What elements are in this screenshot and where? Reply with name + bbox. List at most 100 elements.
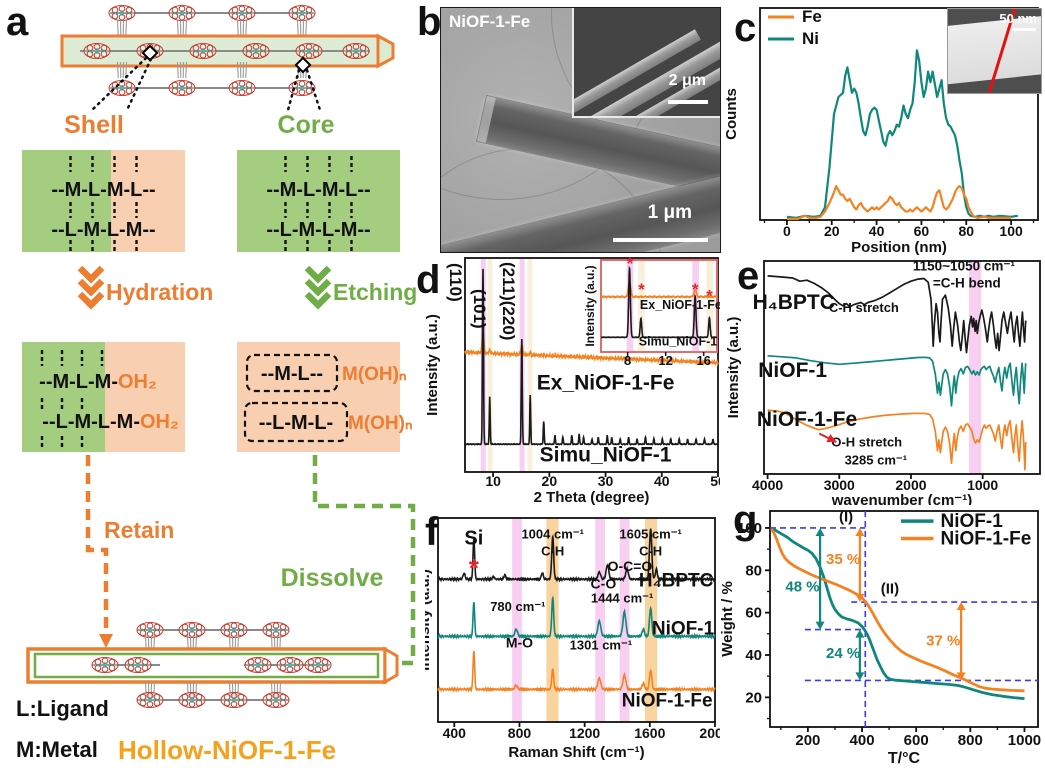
shell-marker — [141, 44, 159, 62]
legend-label: Ni — [802, 29, 819, 48]
main-scalebar — [613, 237, 708, 242]
y-axis-label: Intensity (a.u.) — [425, 314, 441, 416]
panel-a-schematic: Shell Core --M-L-M-L-- --L-M-L-M-- --M-L… — [16, 4, 417, 765]
highlight-band — [546, 518, 559, 722]
path-shape — [69, 156, 138, 172]
hydrated-lattice-box: --M-L-M- OH₂ --L-M-L-M- OH₂ — [22, 342, 185, 452]
tga-chart: 200 400 600 800 1000 20 40 60 80 100 T/°C Weight / … — [719, 509, 1041, 767]
arrowhead — [855, 594, 865, 603]
x-tick-label: 3000 — [824, 477, 855, 493]
spectrum-trace — [600, 280, 718, 300]
plot-frame — [763, 260, 1041, 475]
moh-label: M(OH)ₙ — [348, 413, 413, 434]
oh2-label: OH₂ — [118, 371, 157, 393]
x-tick-label: 1000 — [967, 477, 998, 493]
highlight-band — [969, 261, 982, 474]
path-shape — [90, 56, 148, 112]
use-shape — [262, 691, 290, 709]
loss-percent-label: 48 % — [785, 578, 819, 595]
etched-lattice-box: --M-L-- M(OH)ₙ --L-M-L- M(OH)ₙ — [237, 342, 413, 452]
path-shape — [305, 68, 322, 112]
path-shape — [284, 202, 353, 218]
y-axis-label: Counts — [723, 88, 740, 140]
product-label: Hollow-NiOF-1-Fe — [118, 735, 336, 765]
peak-index-label: (110) — [446, 263, 465, 302]
rect-shape — [22, 150, 111, 252]
x-tick-label: 10 — [485, 473, 501, 489]
annotation: NiOF-1 — [652, 618, 715, 639]
use-shape — [178, 691, 206, 709]
peak-index-label: (101) — [470, 289, 489, 329]
x-axis-label: Raman Shift (cm⁻¹) — [508, 744, 644, 761]
x-tick-label: 1600 — [634, 725, 665, 741]
x-tick-label: 1000 — [1008, 732, 1041, 749]
rect-shape — [22, 342, 105, 452]
reflection-asterisk: * — [692, 280, 699, 299]
main-scalebar-label: 1 μm — [647, 202, 692, 223]
use-shape — [220, 691, 248, 709]
fragment-label: --L-M-L- — [259, 412, 333, 434]
arrowhead — [855, 527, 865, 536]
arrowhead — [815, 527, 825, 536]
panel-g-tga: 200 400 600 800 1000 20 40 60 80 100 T/°C Weight / … — [719, 505, 1045, 768]
use-shape — [83, 42, 111, 60]
path-shape — [77, 265, 105, 284]
x-tick-label: 20 — [824, 223, 840, 239]
dissolve-path — [312, 455, 416, 666]
reflection-asterisk: * — [638, 280, 645, 299]
use-shape — [108, 4, 136, 22]
sem-inset: 2 μm — [572, 8, 720, 118]
mof-structure-bottom — [26, 621, 399, 709]
annotation: 1605 cm⁻¹ — [619, 526, 682, 541]
x-tick-label: 2000 — [699, 725, 720, 741]
use-shape — [116, 19, 128, 37]
use-shape — [288, 4, 316, 22]
rect-shape — [105, 342, 185, 452]
shell-label: Shell — [64, 111, 124, 139]
g-shape — [284, 156, 353, 252]
fragment-label: --M-L-- — [261, 363, 323, 385]
use-shape — [91, 656, 119, 674]
linescan-chart: 0 20 40 60 80 100 Position (nm) Counts Fe Ni — [723, 7, 1039, 256]
use-shape — [220, 621, 248, 639]
etching-chevrons — [304, 265, 332, 310]
hydration-label: Hydration — [106, 279, 213, 305]
series-line — [770, 526, 1025, 700]
moh-label: M(OH)ₙ — [342, 364, 407, 385]
loss-percent-label: 37 % — [926, 632, 960, 649]
annotation: H₄BPTC — [753, 291, 835, 314]
panel-letter-c: c — [734, 6, 757, 50]
use-shape — [342, 42, 370, 60]
y-tick-label: 20 — [745, 689, 762, 706]
loss-percent-label: 35 % — [826, 551, 860, 568]
spectrum-trace — [464, 330, 719, 367]
inset-scalebar — [1013, 28, 1036, 31]
lattice-row: --L-M-L-M-- — [266, 219, 370, 241]
series-line — [767, 275, 1027, 354]
spectrum-trace — [601, 265, 718, 339]
lattice-row: --L-M-L-M- — [42, 411, 140, 433]
x-axis-label: Position (nm) — [851, 239, 947, 255]
inset-trace-label: Simu_NiOF-1 — [639, 335, 718, 349]
annotation: O-H stretch — [831, 434, 902, 449]
path-shape — [284, 156, 353, 172]
panel-c-linescan: 0 20 40 60 80 100 Position (nm) Counts Fe Ni 50 n… — [722, 0, 1045, 256]
arrowhead — [855, 672, 865, 681]
x-tick-label: 4000 — [752, 477, 783, 493]
annotation: O-C=O — [608, 558, 653, 574]
x-tick-label: 100 — [999, 223, 1023, 239]
use-shape — [136, 621, 164, 639]
y-axis-label: Weight / % — [720, 581, 736, 657]
series-line — [767, 409, 1027, 471]
annotation: 780 cm⁻¹ — [490, 599, 545, 614]
stem-inset: 50 nm — [947, 8, 1042, 94]
use-shape — [228, 79, 256, 97]
sample-label: NiOF-1-Fe — [449, 12, 531, 31]
trace-label: Simu_NiOF-1 — [540, 443, 672, 466]
arrowhead — [956, 672, 966, 681]
use-shape — [189, 42, 217, 60]
inset-scalebar — [668, 100, 708, 104]
legend-label: NiOF-1-Fe — [941, 529, 1032, 550]
path-shape — [286, 68, 301, 112]
inset-scalebar-label: 2 μm — [668, 72, 706, 89]
